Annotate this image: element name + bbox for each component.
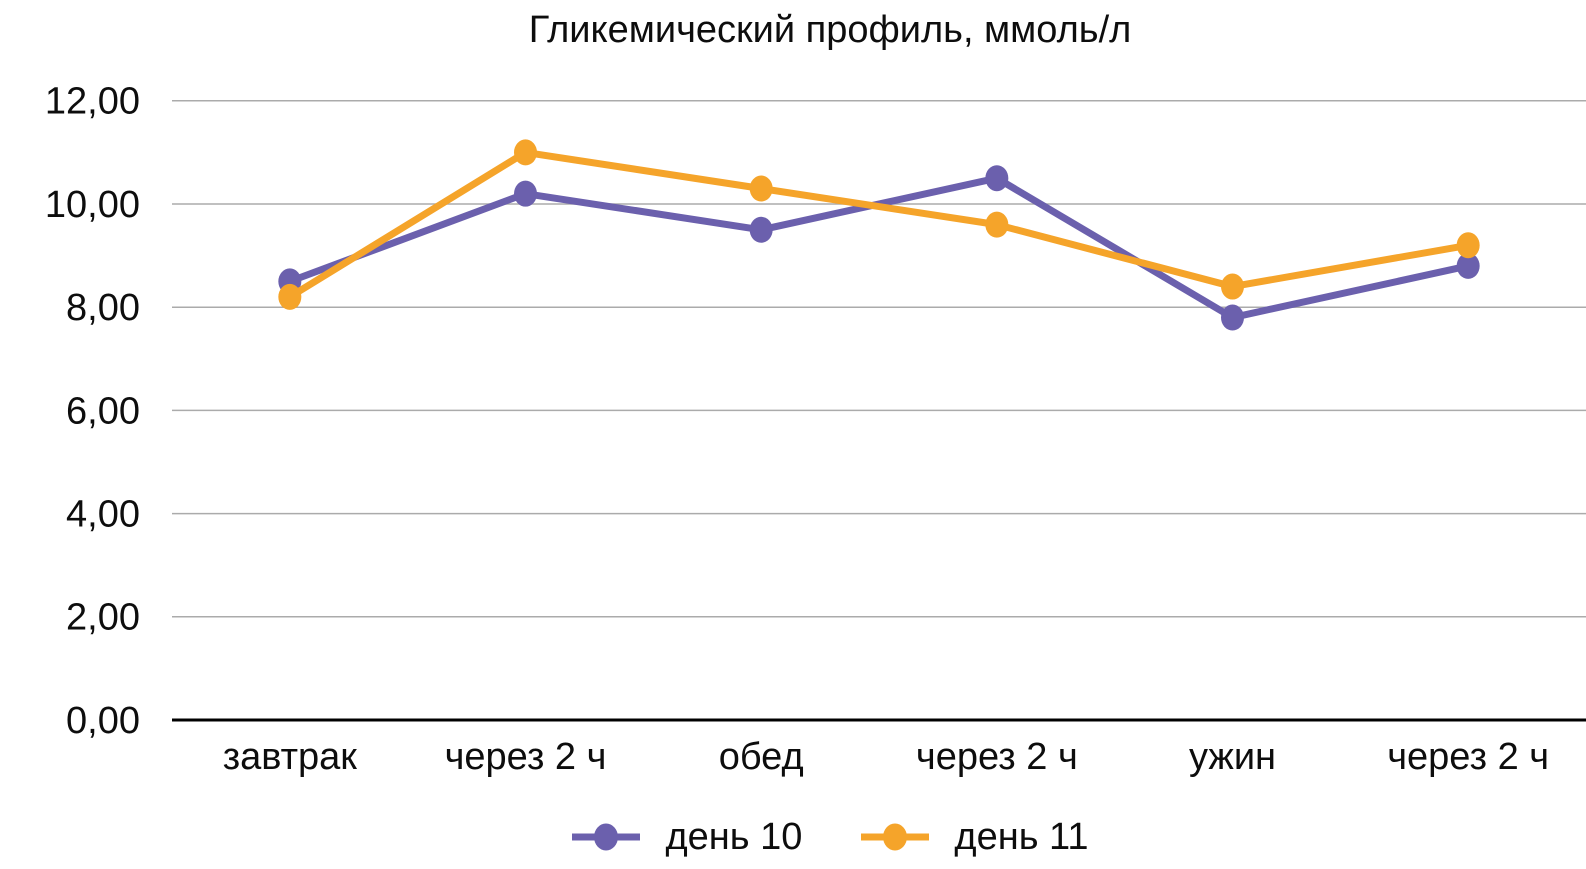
y-tick-label: 2,00 [66, 597, 140, 639]
data-point-marker [749, 216, 773, 243]
x-tick-label: обед [719, 736, 804, 778]
data-point-marker [985, 165, 1009, 192]
y-tick-label: 8,00 [66, 287, 140, 329]
x-tick-label: ужин [1189, 736, 1276, 778]
chart-title: Гликемический профиль, ммоль/л [528, 9, 1132, 51]
legend-label-day-10: день 10 [665, 815, 803, 858]
y-tick-label: 4,00 [66, 494, 140, 536]
legend-label-day-11: день 11 [954, 815, 1089, 858]
legend-item-day-11: день 11 [860, 815, 1089, 859]
day-11-legend-marker [883, 823, 908, 851]
series-line-день-11 [286, 148, 1472, 301]
data-point-marker [278, 283, 302, 310]
x-tick-label: через 2 ч [1387, 736, 1549, 778]
y-tick-label: 6,00 [66, 390, 140, 432]
day-10-line-marker-icon [572, 823, 641, 851]
day-10-legend-marker [594, 823, 619, 851]
x-tick-label: завтрак [223, 736, 358, 778]
series-line-день-10 [286, 174, 1472, 322]
legend-item-day-10: день 10 [571, 816, 802, 859]
day-11-line-marker-icon [861, 823, 930, 851]
data-point-marker [514, 139, 537, 166]
data-point-marker [985, 211, 1009, 238]
data-point-marker [1456, 252, 1480, 279]
data-point-marker [1221, 304, 1244, 331]
x-tick-label: через 2 ч [445, 736, 607, 778]
y-tick-label: 0,00 [66, 700, 140, 742]
chart-legend: день 10 день 11 [74, 810, 1586, 864]
data-point-marker [749, 175, 773, 202]
data-point-marker [1221, 273, 1244, 300]
data-point-marker [514, 180, 537, 207]
y-tick-label: 12,00 [45, 81, 140, 123]
x-tick-label: через 2 ч [916, 736, 1078, 778]
chart-title-wrap: Гликемический профиль, ммоль/л [74, 8, 1586, 54]
y-tick-label: 10,00 [45, 184, 140, 226]
data-point-marker [1456, 232, 1480, 259]
